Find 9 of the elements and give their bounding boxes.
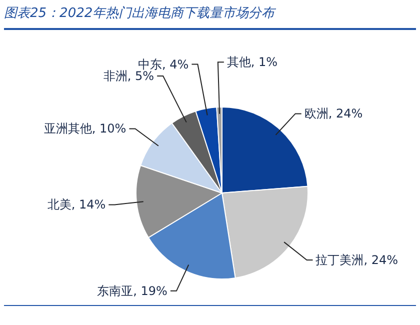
chart-title: 图表25：2022年热门出海电商下载量市场分布	[4, 4, 416, 30]
slice-label: 拉丁美洲, 24%	[316, 252, 398, 267]
slice-label: 东南亚, 19%	[97, 284, 168, 298]
slice-label: 其他, 1%	[226, 55, 278, 70]
slice-label: 非洲, 5%	[103, 69, 154, 83]
slice-label: 欧洲, 24%	[304, 106, 363, 121]
slice-label: 中东, 4%	[138, 57, 189, 72]
slice-label: 北美, 14%	[47, 198, 106, 212]
slice-label: 亚洲其他, 10%	[44, 122, 126, 136]
